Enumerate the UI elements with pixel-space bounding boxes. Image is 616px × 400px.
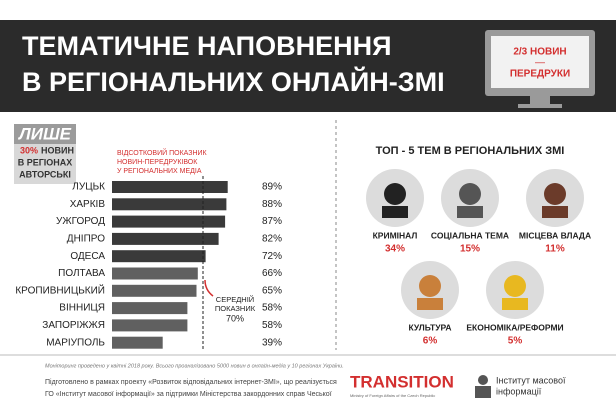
sidebar-text: НОВИН <box>41 145 74 155</box>
bar <box>112 232 219 245</box>
chart-subtitle: НОВИН-ПЕРЕДРУКІВОК <box>117 159 198 166</box>
topic-icon <box>384 183 406 205</box>
value-label: 87% <box>262 216 282 227</box>
sidebar-text: АВТОРСЬКІ <box>19 169 71 179</box>
title: ТЕМАТИЧНЕ НАПОВНЕННЯ <box>22 31 391 61</box>
value-label: 58% <box>262 303 282 314</box>
topic-label: МІСЦЕВА ВЛАДА <box>519 230 591 240</box>
topic-icon <box>417 298 443 310</box>
title: В РЕГІОНАЛЬНИХ ОНЛАЙН-ЗМІ <box>22 66 445 97</box>
average-arrow <box>204 279 214 297</box>
bar <box>112 198 227 211</box>
only-box <box>14 124 76 144</box>
footer-note: Моніторинг проведено у квітні 2018 року.… <box>45 362 344 369</box>
screen-text: — <box>535 58 545 69</box>
topic-label: ЕКОНОМІКА/РЕФОРМИ <box>466 322 563 332</box>
topic-label: КУЛЬТУРА <box>408 322 451 332</box>
imi-text: Інститут масової <box>496 375 566 385</box>
top5-title: ТОП - 5 ТЕМ В РЕГІОНАЛЬНИХ ЗМІ <box>376 145 565 157</box>
category-label: ЗАПОРІЖЖЯ <box>42 320 105 331</box>
topic-pct: 6% <box>423 336 438 347</box>
value-label: 72% <box>262 251 282 262</box>
monitor-icon <box>485 30 595 108</box>
topic-icon <box>419 275 441 297</box>
sidebar-box <box>14 144 76 184</box>
topic-icon <box>382 206 408 218</box>
category-label: УЖГОРОД <box>56 216 105 227</box>
bar <box>112 336 163 349</box>
topic-icon <box>504 275 526 297</box>
transition-logo: TRANSITION <box>350 372 454 391</box>
average-value: 70% <box>226 313 244 323</box>
average-label: СЕРЕДНІЙ <box>216 295 254 304</box>
bar <box>112 181 228 193</box>
value-label: 66% <box>262 268 282 279</box>
topic-icon <box>544 183 566 205</box>
only-label: ЛИШЕ <box>17 124 72 143</box>
screen-text: ПЕРЕДРУКИ <box>510 69 570 80</box>
bar <box>112 319 188 332</box>
category-label: ДНІПРО <box>67 234 105 245</box>
bar <box>112 250 206 263</box>
value-label: 58% <box>262 320 282 331</box>
topic-label: СОЦІАЛЬНА ТЕМА <box>431 230 509 240</box>
topic-pct: 34% <box>385 244 405 255</box>
category-label: МАРІУПОЛЬ <box>46 337 105 348</box>
chart-subtitle: ВІДСОТКОВИЙ ПОКАЗНИК <box>117 148 208 157</box>
bar <box>112 267 198 280</box>
topic-pct: 11% <box>545 244 565 255</box>
topic-icon <box>502 298 528 310</box>
value-label: 82% <box>262 234 282 245</box>
bar <box>112 215 226 228</box>
imi-text: інформації <box>496 386 542 396</box>
category-label: ПОЛТАВА <box>58 268 105 279</box>
bar <box>112 302 188 315</box>
sidebar-text: В РЕГІОНАХ <box>18 157 73 167</box>
topic-icon <box>457 206 483 218</box>
category-label: КРОПИВНИЦЬКИЙ <box>15 283 105 296</box>
average-label: ПОКАЗНИК <box>215 304 256 313</box>
value-label: 89% <box>262 182 282 193</box>
topic-pct: 15% <box>460 244 480 255</box>
value-label: 65% <box>262 285 282 296</box>
topic-pct: 5% <box>508 336 523 347</box>
category-label: ЛУЦЬК <box>72 182 105 193</box>
topic-label: КРИМІНАЛ <box>373 230 418 240</box>
ministry-text: Ministry of Foreign Affairs of the Czech… <box>350 393 435 398</box>
category-label: ВІННИЦЯ <box>59 303 105 314</box>
chart-subtitle: У РЕГІОНАЛЬНИХ МЕДІА <box>117 168 202 175</box>
screen-text: 2/3 НОВИН <box>513 47 566 58</box>
footer-text: ГО «Інститут масової інформації» за підт… <box>45 390 332 398</box>
value-label: 39% <box>262 337 282 348</box>
imi-logo <box>475 375 491 398</box>
topic-icon <box>459 183 481 205</box>
bar <box>112 284 197 297</box>
footer-text: Підготовлено в рамках проекту «Розвиток … <box>45 378 337 386</box>
topic-icon <box>542 206 568 218</box>
sidebar-pct: 30% <box>20 145 38 155</box>
category-label: ОДЕСА <box>70 251 105 262</box>
value-label: 88% <box>262 199 282 210</box>
category-label: ХАРКІВ <box>70 199 106 210</box>
